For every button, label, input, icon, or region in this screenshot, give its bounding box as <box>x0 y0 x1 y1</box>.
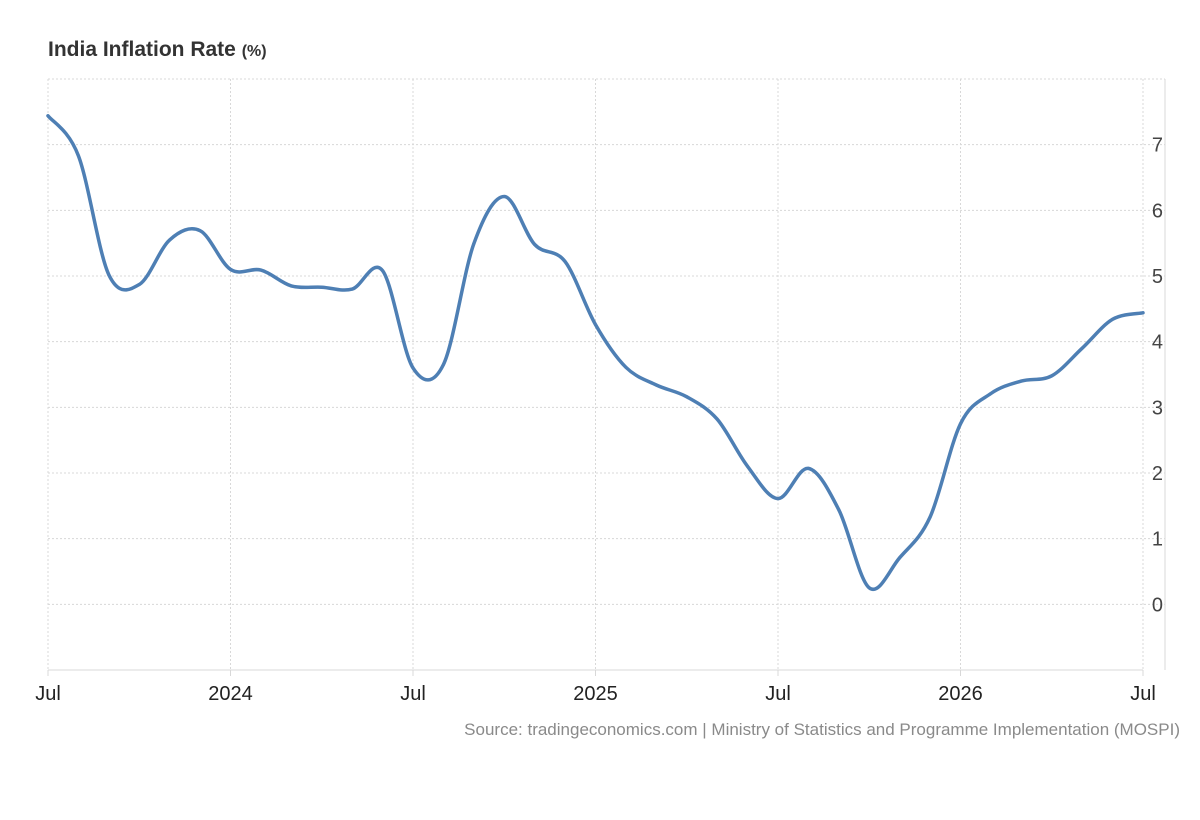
data-point <box>563 260 567 264</box>
data-point <box>137 283 141 286</box>
data-point <box>320 285 324 289</box>
data-point <box>867 586 871 590</box>
data-point <box>259 268 263 272</box>
data-point <box>685 395 689 399</box>
axes <box>47 79 1166 676</box>
data-point <box>594 323 597 327</box>
y-tick-label: 4 <box>1152 332 1163 354</box>
y-tick-label: 3 <box>1152 397 1163 419</box>
data-point <box>350 287 354 291</box>
chart-unit: (%) <box>241 43 267 60</box>
data-point <box>229 267 232 271</box>
x-tick-label: Jul <box>1130 683 1156 705</box>
y-axis-labels: 0 1 2 3 4 5 6 7 <box>1152 135 1163 617</box>
data-point <box>928 515 932 519</box>
data-point <box>654 383 658 387</box>
data-point <box>472 242 476 246</box>
data-point <box>806 466 810 470</box>
data-point <box>168 238 172 242</box>
y-tick-label: 7 <box>1152 135 1163 157</box>
x-tick-label: 2026 <box>938 683 983 705</box>
data-point <box>107 273 111 277</box>
x-tick-label: Jul <box>765 683 791 705</box>
data-point <box>1080 346 1084 350</box>
data-point <box>381 269 385 273</box>
data-point <box>502 195 506 198</box>
data-point <box>898 556 902 560</box>
y-tick-label: 0 <box>1152 594 1163 616</box>
data-point <box>76 154 80 158</box>
y-tick-label: 1 <box>1152 529 1163 551</box>
data-point <box>837 508 841 512</box>
data-point <box>624 365 628 369</box>
y-tick-label: 2 <box>1152 463 1163 485</box>
data-point <box>989 392 993 395</box>
x-tick-label: 2025 <box>573 683 618 705</box>
data-point <box>289 284 293 288</box>
chart-title: India Inflation Rate (%) <box>48 38 267 62</box>
source-note: Source: tradingeconomics.com | Ministry … <box>464 720 1180 739</box>
data-point <box>1019 379 1023 383</box>
series-line <box>46 114 1145 592</box>
data-point <box>441 363 445 367</box>
data-point <box>959 422 962 426</box>
chart-title-text: India Inflation Rate <box>48 38 236 61</box>
data-point <box>1141 311 1145 315</box>
data-point <box>1111 317 1115 321</box>
grid <box>47 78 1165 670</box>
x-tick-label: 2024 <box>208 683 253 705</box>
y-tick-label: 5 <box>1152 266 1163 288</box>
x-tick-label: Jul <box>400 683 426 705</box>
data-point <box>198 229 202 233</box>
x-axis-labels: Jul 2024 Jul 2025 Jul 2026 Jul <box>35 683 1156 705</box>
data-point <box>533 243 537 246</box>
data-point <box>776 497 780 501</box>
y-tick-label: 6 <box>1152 200 1163 222</box>
data-point <box>715 417 719 421</box>
data-point <box>1050 374 1054 378</box>
x-tick-label: Jul <box>35 683 61 705</box>
data-point <box>46 114 50 118</box>
data-point <box>411 366 415 370</box>
series-group <box>46 114 1145 592</box>
data-point <box>746 464 750 468</box>
